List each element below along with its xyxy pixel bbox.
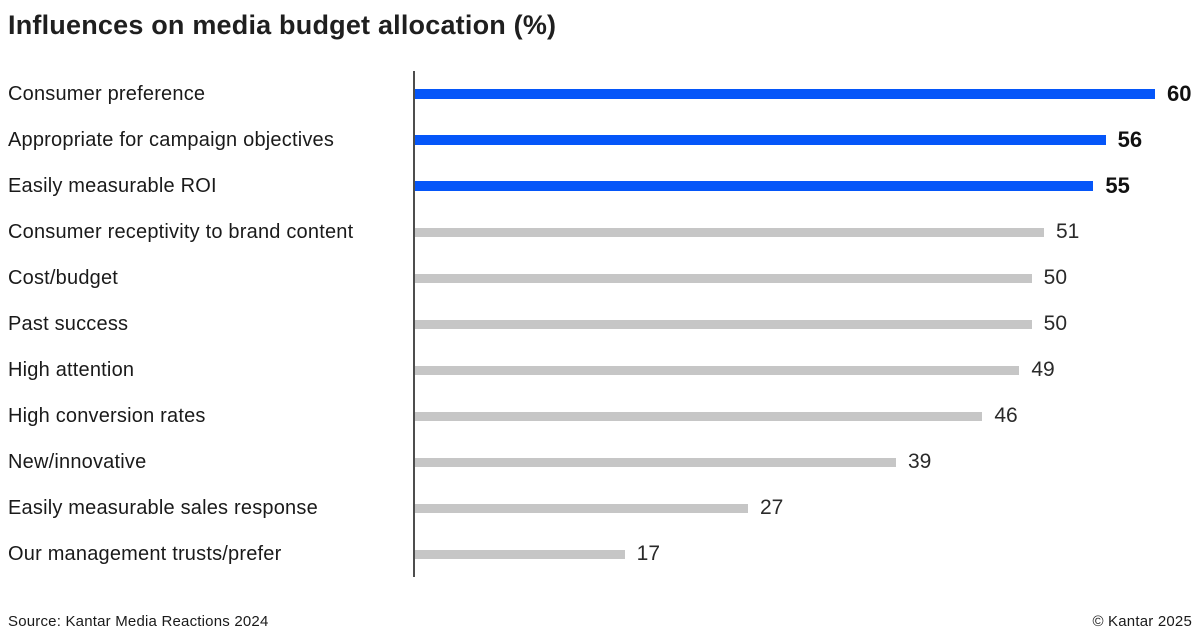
bar-row: Easily measurable ROI 55 bbox=[8, 163, 1192, 209]
bar bbox=[415, 181, 1094, 191]
bar bbox=[415, 365, 1020, 375]
value-label: 17 bbox=[636, 542, 661, 565]
category-label: High conversion rates bbox=[8, 404, 206, 427]
value-label: 27 bbox=[760, 496, 784, 519]
bar-area: 49 bbox=[413, 347, 1192, 393]
bar-area: 27 bbox=[413, 485, 1192, 531]
bar bbox=[415, 411, 983, 421]
bar bbox=[415, 135, 1106, 145]
bar bbox=[415, 89, 1155, 99]
bar-rows: Consumer preference 60 Appropriate for c… bbox=[8, 71, 1192, 577]
bar-row: Easily measurable sales response 27 bbox=[8, 485, 1192, 531]
bar-area: 56 bbox=[413, 117, 1192, 163]
bar bbox=[415, 273, 1032, 283]
category-label: Cost/budget bbox=[8, 266, 119, 289]
bar-row: High conversion rates 46 bbox=[8, 393, 1192, 439]
bar bbox=[415, 457, 896, 467]
bar-area: 60 bbox=[413, 71, 1192, 117]
category-label: Easily measurable sales response bbox=[8, 496, 318, 519]
bar-row: Cost/budget 50 bbox=[8, 255, 1192, 301]
category-label: Appropriate for campaign objectives bbox=[8, 128, 335, 151]
bar-area: 51 bbox=[413, 209, 1192, 255]
bar-row: High attention 49 bbox=[8, 347, 1192, 393]
value-label: 56 bbox=[1117, 127, 1143, 152]
value-label: 50 bbox=[1043, 312, 1068, 335]
bar bbox=[415, 319, 1032, 329]
category-label: Our management trusts/prefer bbox=[8, 542, 282, 565]
bar-area: 50 bbox=[413, 255, 1192, 301]
bar-row: Appropriate for campaign objectives 56 bbox=[8, 117, 1192, 163]
category-label: Past success bbox=[8, 312, 129, 335]
value-label: 46 bbox=[994, 404, 1018, 427]
bar-area: 55 bbox=[413, 163, 1192, 209]
bar-area: 39 bbox=[413, 439, 1192, 485]
footer: Source: Kantar Media Reactions 2024 © Ka… bbox=[0, 602, 1200, 640]
value-label: 55 bbox=[1105, 173, 1130, 198]
bar-row: Our management trusts/prefer 17 bbox=[8, 531, 1192, 577]
source-text: Source: Kantar Media Reactions 2024 bbox=[8, 612, 269, 630]
bar-row: Consumer preference 60 bbox=[8, 71, 1192, 117]
value-label: 39 bbox=[908, 450, 932, 473]
category-label: High attention bbox=[8, 358, 135, 381]
value-label: 49 bbox=[1031, 358, 1055, 381]
bar bbox=[415, 503, 748, 513]
bar-area: 46 bbox=[413, 393, 1192, 439]
bar-row: New/innovative 39 bbox=[8, 439, 1192, 485]
category-label: Easily measurable ROI bbox=[8, 174, 217, 197]
bar bbox=[415, 549, 625, 559]
copyright-text: © Kantar 2025 bbox=[1092, 612, 1192, 630]
bar-row: Past success 50 bbox=[8, 301, 1192, 347]
category-label: New/innovative bbox=[8, 450, 147, 473]
bar bbox=[415, 227, 1044, 237]
chart-title: Influences on media budget allocation (%… bbox=[8, 10, 557, 40]
category-label: Consumer receptivity to brand content bbox=[8, 220, 354, 243]
bar-chart: Consumer preference 60 Appropriate for c… bbox=[8, 71, 1192, 577]
value-label: 60 bbox=[1167, 81, 1192, 106]
value-label: 50 bbox=[1043, 266, 1068, 289]
value-label: 51 bbox=[1056, 220, 1080, 243]
category-label: Consumer preference bbox=[8, 82, 206, 105]
bar-area: 50 bbox=[413, 301, 1192, 347]
bar-row: Consumer receptivity to brand content 51 bbox=[8, 209, 1192, 255]
bar-area: 17 bbox=[413, 531, 1192, 577]
